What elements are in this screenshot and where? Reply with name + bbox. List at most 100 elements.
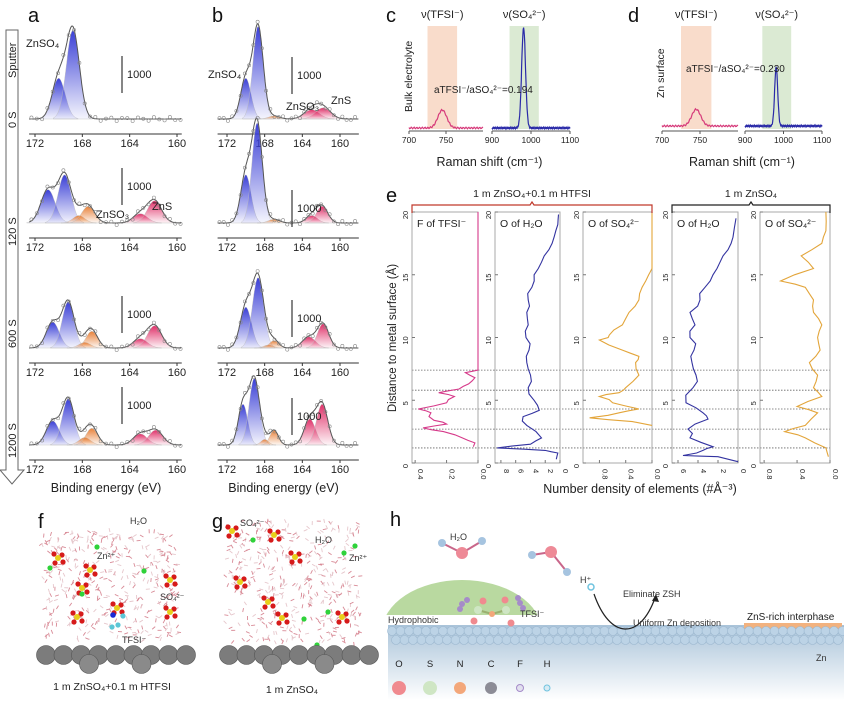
water-molecule [270, 577, 274, 581]
data-point [221, 116, 226, 120]
water-molecule [86, 630, 91, 634]
zn-surface-atom [289, 645, 309, 665]
water-molecule [95, 560, 100, 564]
y-tick-label: 10 [572, 336, 581, 344]
data-point [77, 330, 82, 335]
water-molecule [159, 636, 162, 642]
water-molecule [47, 588, 50, 593]
data-point [238, 193, 243, 197]
water-molecule [271, 566, 275, 570]
zn-atom [697, 635, 707, 645]
data-point [66, 299, 71, 304]
zn-atom [782, 635, 792, 645]
data-point [319, 321, 324, 325]
water-molecule [131, 536, 134, 541]
g-zinc-label: Zn²⁺ [349, 553, 368, 563]
data-point [306, 106, 311, 110]
water-molecule [73, 595, 76, 600]
water-molecule [325, 568, 329, 573]
water-molecule [242, 538, 247, 542]
zn-atom [578, 635, 588, 645]
water-molecule [269, 573, 274, 576]
water-molecule [129, 581, 131, 586]
data-point [259, 155, 264, 159]
data-point [34, 441, 39, 446]
data-point [230, 218, 235, 223]
sulfur-atom [339, 614, 345, 620]
water-molecule [238, 533, 242, 538]
water-molecule [150, 571, 153, 576]
water-molecule [259, 522, 262, 527]
data-point [336, 222, 341, 227]
water-molecule [259, 588, 264, 591]
zn-atom [416, 635, 427, 645]
water-molecule [119, 597, 124, 601]
zinc-ion [79, 591, 85, 597]
water-molecule [355, 522, 360, 525]
water-molecule [280, 638, 284, 643]
water-molecule [165, 557, 170, 562]
oxygen-atom [261, 595, 267, 601]
zn-atom [612, 635, 622, 645]
x-tick-label: 172 [26, 464, 44, 476]
water-molecule [354, 632, 358, 637]
data-point [331, 342, 336, 347]
water-molecule [247, 579, 252, 584]
data-point [50, 185, 55, 190]
data-point [141, 331, 146, 335]
oxygen-atom [233, 525, 239, 531]
raman-spectrum-0 [408, 108, 484, 130]
zn-atom [501, 635, 512, 645]
data-point [29, 441, 34, 446]
zn-atom-layer [387, 626, 844, 645]
data-point [109, 219, 114, 224]
water-molecule [107, 570, 113, 573]
water-molecule [324, 613, 328, 618]
data-point [336, 443, 341, 448]
water-molecule [56, 605, 59, 610]
water-molecule [115, 559, 120, 563]
data-point [344, 347, 349, 351]
data-point [323, 208, 328, 213]
water-molecule [317, 543, 322, 546]
water-molecule [124, 591, 129, 594]
data-point [29, 115, 34, 120]
water-molecule [310, 616, 313, 621]
data-point [264, 431, 268, 436]
water-molecule [327, 630, 331, 635]
water-molecule [257, 617, 262, 620]
water-molecule [129, 600, 134, 603]
data-point [226, 118, 230, 123]
water-molecule [137, 629, 140, 634]
water-molecule [329, 613, 333, 618]
data-point [344, 117, 349, 122]
water-molecule [281, 549, 285, 555]
water-molecule [249, 634, 253, 638]
data-point [251, 43, 256, 48]
zn-atom [404, 626, 414, 636]
oxygen-atom [172, 613, 178, 619]
water-molecule [67, 556, 70, 561]
oxygen-atom [78, 611, 84, 617]
oxygen-atom [92, 571, 98, 577]
x-tick-label: 0.0 [831, 469, 840, 479]
data-point [336, 346, 341, 351]
water-molecule [256, 589, 261, 592]
data-point [268, 329, 273, 334]
zn-atom [497, 626, 508, 636]
water-molecule [81, 607, 85, 612]
zn-atom [438, 626, 448, 636]
water-molecule [77, 533, 80, 538]
xps-panels: 172 168 164 160 1000 172 168 164 160 1000 172 168 16… [26, 19, 359, 495]
legend-label-O: O [395, 659, 402, 670]
water-molecule [258, 536, 262, 541]
data-point [276, 115, 281, 120]
water-molecule [163, 596, 168, 599]
water-molecule [293, 606, 298, 609]
data-point [238, 320, 243, 325]
water-molecule [44, 542, 49, 546]
oxygen-atom [233, 575, 239, 581]
water-molecule [133, 581, 137, 586]
water-molecule [133, 562, 136, 568]
water-molecule [57, 568, 62, 572]
